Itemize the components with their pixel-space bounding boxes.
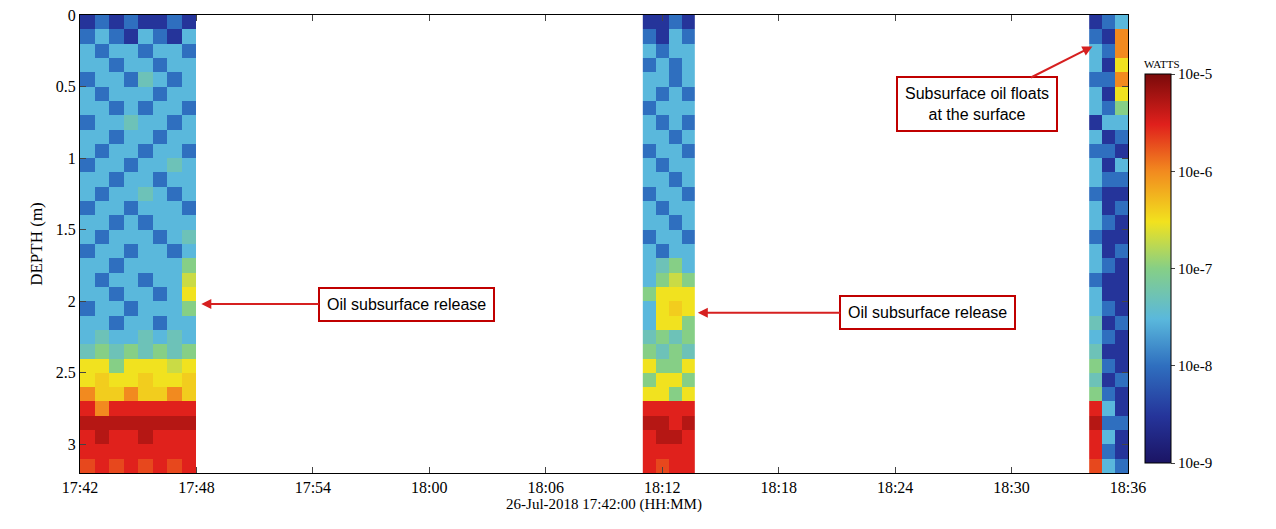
svg-text:18:36: 18:36 [1110,479,1146,496]
svg-text:18:12: 18:12 [644,479,680,496]
svg-text:0: 0 [68,7,76,24]
svg-text:17:54: 17:54 [295,479,331,496]
svg-text:18:18: 18:18 [760,479,796,496]
svg-text:2: 2 [68,293,76,310]
svg-text:2.5: 2.5 [56,364,76,381]
svg-text:17:48: 17:48 [178,479,214,496]
svg-text:3: 3 [68,436,76,453]
svg-text:18:30: 18:30 [993,479,1029,496]
svg-text:Oil subsurface release: Oil subsurface release [848,304,1007,321]
svg-text:10e-8: 10e-8 [1178,358,1212,374]
svg-text:26-Jul-2018 17:42:00 (HH:MM): 26-Jul-2018 17:42:00 (HH:MM) [506,496,702,513]
svg-text:17:42: 17:42 [62,479,98,496]
svg-text:18:00: 18:00 [411,479,447,496]
svg-text:10e-6: 10e-6 [1178,164,1213,180]
svg-text:10e-9: 10e-9 [1178,455,1212,471]
svg-text:10e-5: 10e-5 [1178,66,1212,82]
svg-text:Oil subsurface release: Oil subsurface release [327,296,486,313]
svg-text:1: 1 [68,150,76,167]
svg-text:DEPTH (m): DEPTH (m) [27,202,46,286]
svg-text:0.5: 0.5 [56,78,76,95]
svg-text:Subsurface oil floatsat the su: Subsurface oil floatsat the surface [905,85,1049,123]
svg-text:18:06: 18:06 [528,479,564,496]
svg-text:WATTS: WATTS [1144,58,1179,70]
svg-text:1.5: 1.5 [56,221,76,238]
svg-text:10e-7: 10e-7 [1178,261,1213,277]
svg-text:18:24: 18:24 [877,479,913,496]
